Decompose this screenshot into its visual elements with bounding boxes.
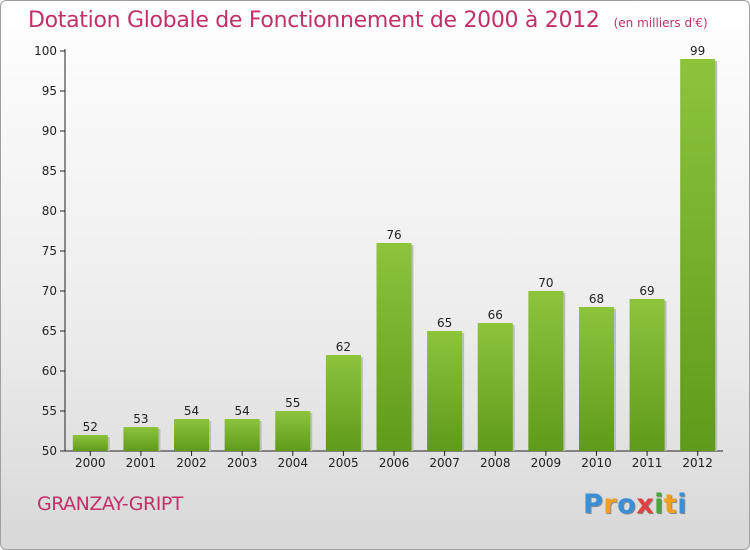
- bar-value-label: 66: [488, 308, 503, 322]
- y-tick-label: 75: [42, 244, 57, 258]
- bar-2009: [528, 291, 564, 451]
- y-tick-label: 50: [42, 444, 57, 458]
- x-tick-label: 2008: [480, 456, 511, 470]
- x-tick-label: 2007: [429, 456, 460, 470]
- bar-2012: [680, 59, 716, 451]
- y-tick-label: 95: [42, 84, 57, 98]
- x-tick-label: 2003: [227, 456, 258, 470]
- logo-letter: t: [663, 489, 678, 520]
- bar-2008: [477, 323, 513, 451]
- logo-letter: x: [636, 489, 655, 520]
- bar-value-label: 69: [639, 284, 654, 298]
- commune-name: GRANZAY-GRIPT: [37, 493, 183, 515]
- x-tick-label: 2006: [379, 456, 410, 470]
- bar-value-label: 53: [133, 412, 148, 426]
- x-axis: 2000 2001 2002 2003 2004 2005 2006 2007 2008 2009…: [65, 450, 723, 470]
- x-tick-label: 2011: [632, 456, 663, 470]
- y-axis: 50 55 60 65 70 75 80 85 90 95 100: [34, 44, 66, 458]
- bar-2003: [224, 419, 260, 451]
- bar-2007: [427, 331, 463, 451]
- bar-2001: [123, 427, 159, 451]
- bar-2002: [174, 419, 210, 451]
- y-tick-label: 90: [42, 124, 57, 138]
- bar-value-label: 76: [386, 228, 401, 242]
- logo-letter: o: [617, 489, 637, 520]
- x-tick-label: 2009: [531, 456, 562, 470]
- x-tick-label: 2000: [75, 456, 106, 470]
- bars: 52 53 54 54 55 62 76 65 66 70 68 69 99: [72, 44, 718, 451]
- bar-value-label: 65: [437, 316, 452, 330]
- bar-2011: [629, 299, 665, 451]
- x-tick-label: 2012: [682, 456, 713, 470]
- chart-title-text: Dotation Globale de Fonctionnement de 20…: [28, 8, 600, 33]
- bar-value-label: 68: [589, 292, 604, 306]
- bar-value-label: 54: [235, 404, 250, 418]
- logo-letter: i: [654, 489, 664, 520]
- proxiti-logo: Proxiti: [583, 489, 687, 520]
- bar-value-label: 70: [538, 276, 553, 290]
- bar-2005: [325, 355, 361, 451]
- logo-letter: r: [603, 489, 618, 520]
- y-tick-label: 85: [42, 164, 57, 178]
- bar-value-label: 55: [285, 396, 300, 410]
- x-tick-label: 2002: [176, 456, 207, 470]
- bar-value-label: 52: [83, 420, 98, 434]
- logo-letter: P: [583, 489, 604, 520]
- y-tick-label: 55: [42, 404, 57, 418]
- bar-2004: [275, 411, 311, 451]
- x-tick-label: 2005: [328, 456, 359, 470]
- y-tick-label: 60: [42, 364, 57, 378]
- bar-value-label: 54: [184, 404, 199, 418]
- bar-2000: [72, 435, 108, 451]
- x-tick-label: 2010: [581, 456, 612, 470]
- y-tick-label: 100: [34, 44, 57, 58]
- y-tick-label: 65: [42, 324, 57, 338]
- logo-letter: i: [677, 489, 688, 520]
- bar-value-label: 99: [690, 44, 705, 58]
- y-tick-label: 80: [42, 204, 57, 218]
- chart-title: Dotation Globale de Fonctionnement de 20…: [28, 8, 708, 33]
- y-tick-label: 70: [42, 284, 57, 298]
- x-tick-label: 2004: [277, 456, 308, 470]
- bar-value-label: 62: [336, 340, 351, 354]
- chart-subtitle: (en milliers d'€): [613, 16, 708, 30]
- bar-2010: [578, 307, 614, 451]
- bar-2006: [376, 243, 412, 451]
- x-tick-label: 2001: [126, 456, 157, 470]
